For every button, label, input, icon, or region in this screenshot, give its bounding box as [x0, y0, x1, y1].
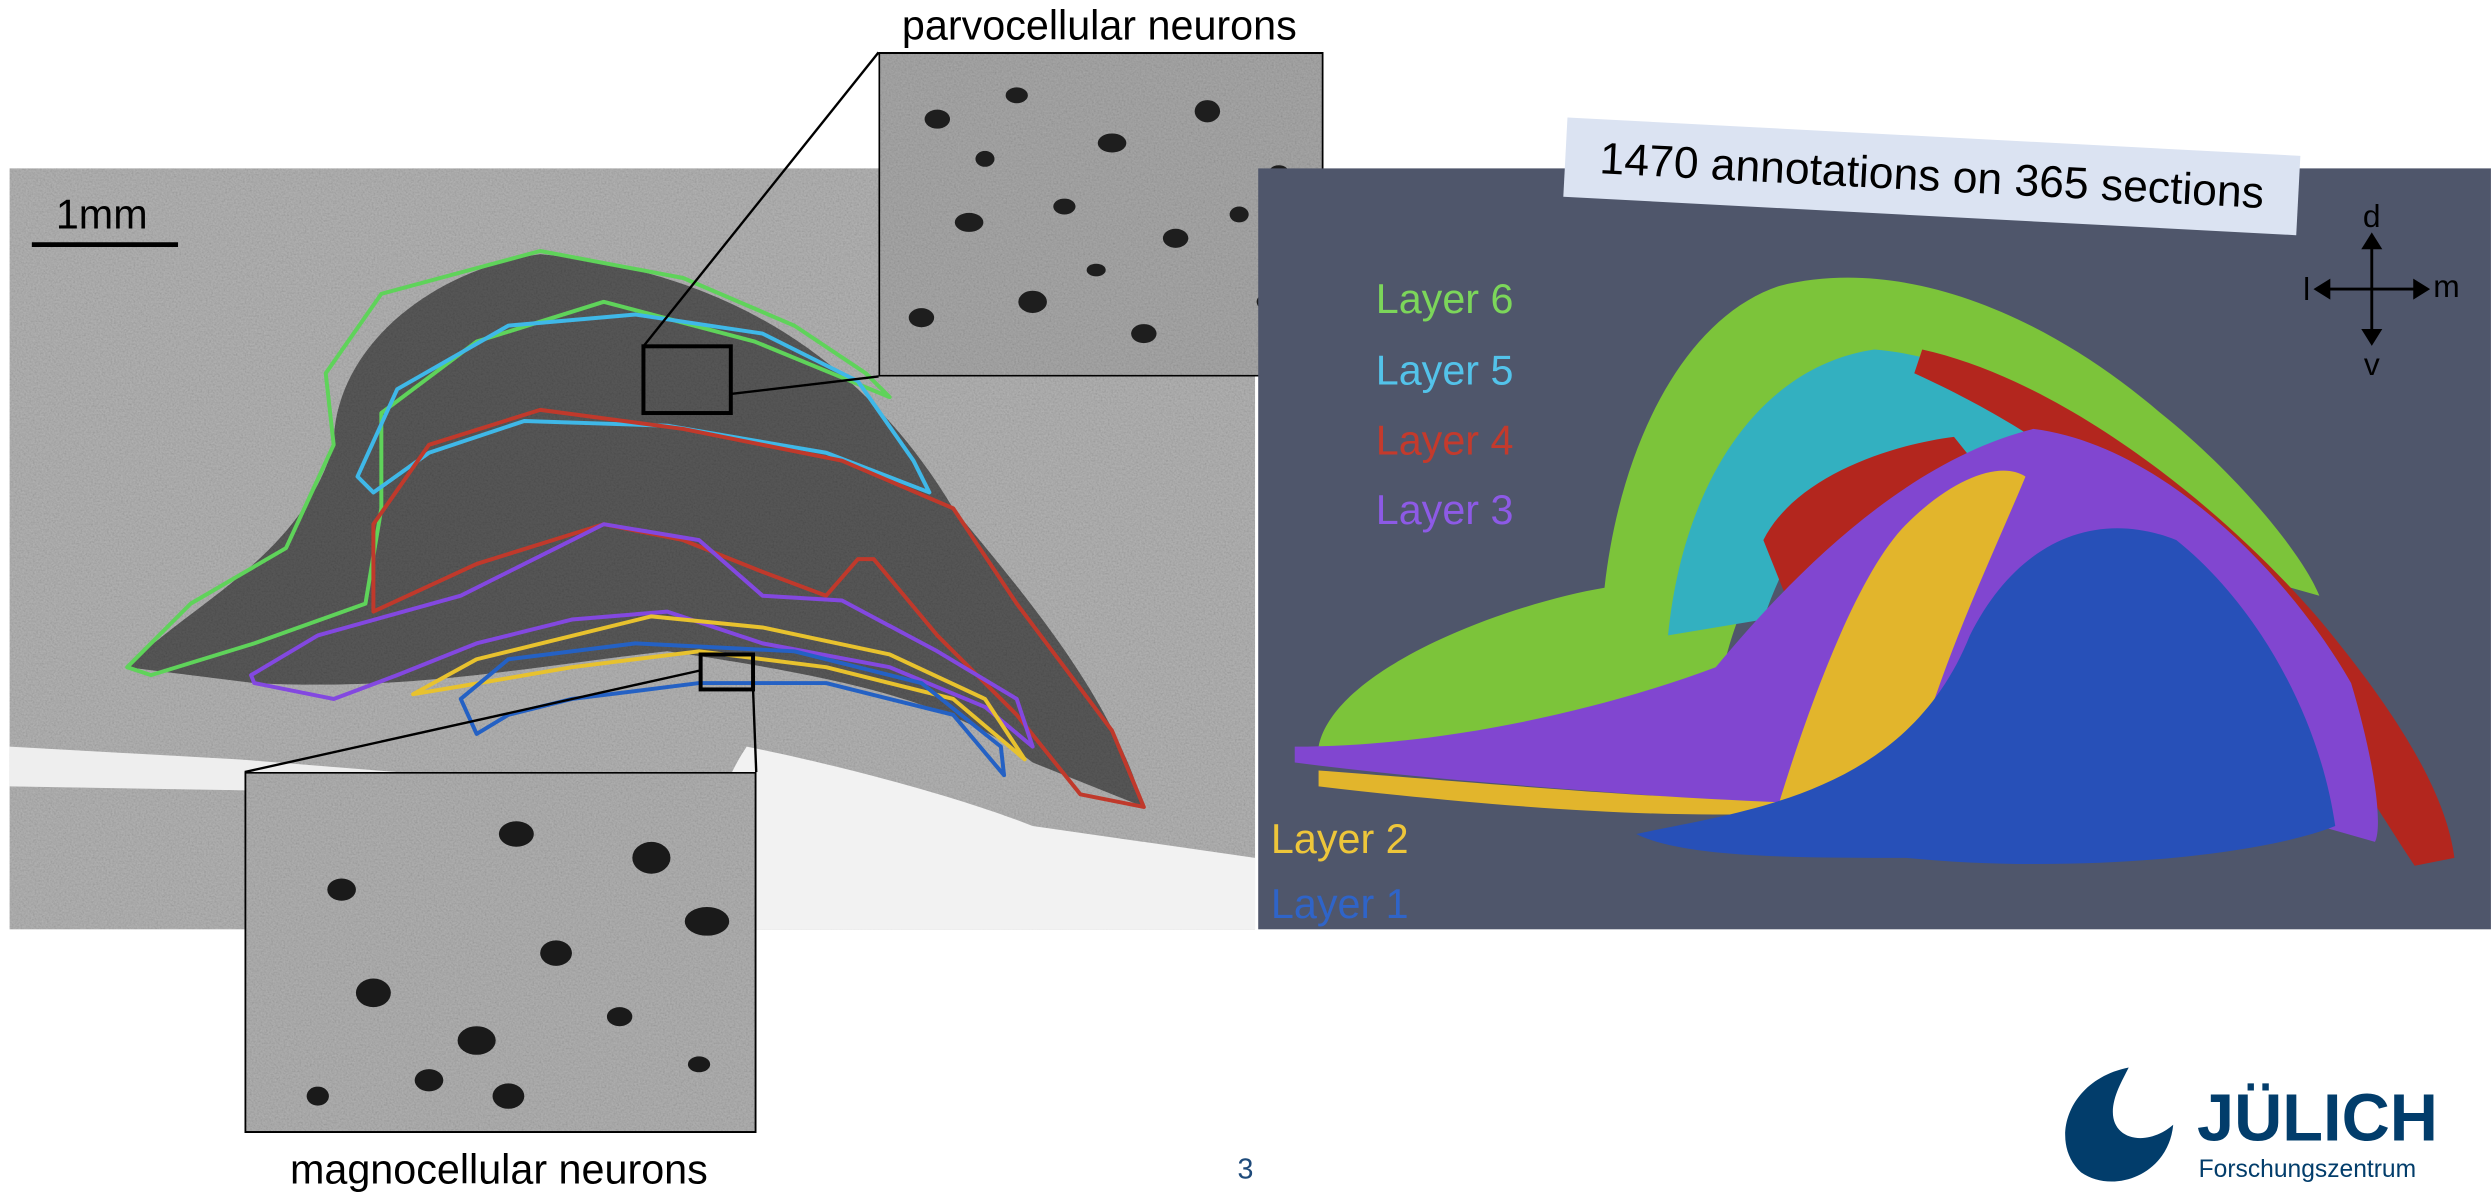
- cell: [1097, 133, 1127, 153]
- cell: [540, 940, 572, 966]
- cell: [632, 841, 671, 874]
- compass-label: m: [2433, 268, 2459, 304]
- cell: [1086, 263, 1106, 277]
- layer-label: Layer 3: [1376, 487, 1514, 533]
- parvo-inset: parvocellular neurons: [876, 3, 1325, 379]
- layer-label: Layer 1: [1271, 881, 1409, 927]
- parvo-zoom-box: [641, 344, 733, 416]
- magno-label: magnocellular neurons: [290, 1146, 708, 1192]
- layer-label: Layer 5: [1376, 347, 1514, 393]
- cell: [498, 821, 534, 847]
- annotation-note: 1470 annotations on 365 sections: [1563, 117, 2301, 236]
- render-layer-2: [1318, 470, 2026, 815]
- histology-white-area: [708, 746, 1256, 930]
- cell: [327, 878, 356, 901]
- compass-label: v: [2364, 346, 2380, 382]
- compass-label: d: [2363, 198, 2381, 234]
- cell: [687, 1056, 711, 1073]
- cell: [924, 109, 951, 129]
- contour-layer-3: [249, 522, 1035, 749]
- parvo-label: parvocellular neurons: [902, 3, 1297, 49]
- compass-label: l: [2303, 271, 2310, 307]
- cell: [1229, 206, 1249, 223]
- render-layer-4: [1914, 349, 2455, 866]
- cell: [457, 1026, 496, 1055]
- render-layer-1: [1636, 528, 2336, 865]
- cell: [975, 150, 995, 167]
- parvo-connector: [642, 51, 880, 348]
- contour-layer-1: [458, 641, 1007, 778]
- cell: [908, 308, 935, 328]
- cell: [1018, 290, 1047, 313]
- layer-label: Layer 6: [1376, 276, 1514, 322]
- scale-bar-label: 1mm: [56, 192, 148, 238]
- logo-subtitle: Forschungszentrum: [2199, 1156, 2416, 1183]
- magno-inset: magnocellular neurons: [243, 770, 758, 1192]
- cell: [306, 1086, 329, 1106]
- magno-connector: [751, 689, 758, 773]
- logo-mark: [2065, 1067, 2174, 1182]
- contour-layer-6: [125, 249, 892, 678]
- cell: [606, 1007, 633, 1027]
- layer-label: Layer 4: [1376, 417, 1514, 463]
- render-layer-6: [1318, 277, 2320, 747]
- page-number: 3: [1238, 1154, 1254, 1186]
- parvo-image: [876, 50, 1325, 379]
- logo: JÜLICH Forschungszentrum: [2065, 1067, 2438, 1183]
- cell: [1162, 228, 1189, 248]
- cell: [1053, 198, 1076, 215]
- contour-layer-2: [411, 614, 1027, 762]
- cell: [355, 978, 391, 1008]
- cell: [1194, 100, 1221, 123]
- magno-cells: [306, 821, 730, 1109]
- annotation-box: [1563, 117, 2301, 236]
- render-panel: 1470 annotations on 365 sections Layer 6…: [1258, 117, 2491, 930]
- cell: [1005, 87, 1028, 104]
- magno-image: [243, 770, 758, 1135]
- cell: [492, 1083, 525, 1109]
- cell: [1131, 324, 1157, 344]
- cell: [684, 907, 730, 936]
- magno-zoom-box: [698, 652, 756, 692]
- cell: [954, 212, 984, 232]
- parvo-connector: [730, 375, 879, 396]
- layer-label: Layer 2: [1271, 816, 1409, 862]
- compass-arrowheads: [2313, 232, 2431, 346]
- logo-name: JÜLICH: [2197, 1082, 2438, 1156]
- cell: [414, 1069, 444, 1092]
- magno-connector: [244, 669, 701, 774]
- contour-layer-5: [355, 312, 932, 495]
- compass: [2313, 232, 2431, 346]
